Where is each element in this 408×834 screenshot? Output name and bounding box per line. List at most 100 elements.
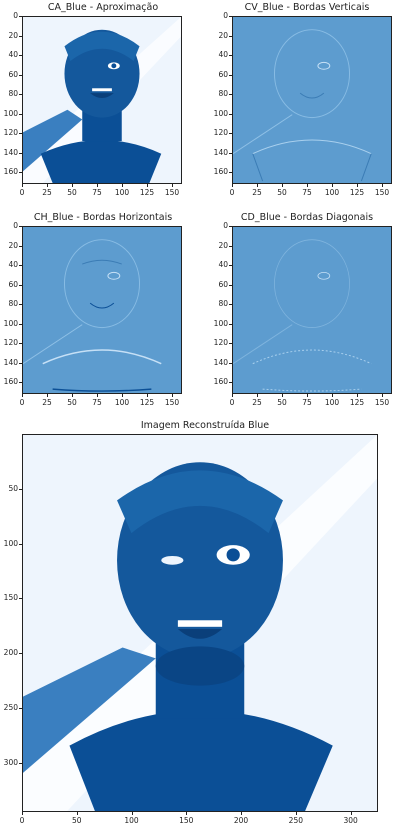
panel-title: CV_Blue - Bordas Verticais	[244, 2, 370, 13]
small_axes-x-tick: 125	[349, 188, 365, 197]
small_axes-y-tick: 20	[8, 30, 18, 40]
small_axes-y-tick: 60	[8, 279, 18, 289]
reconstructed-image	[23, 435, 377, 811]
tick-mark	[122, 394, 123, 397]
tick-mark	[295, 812, 297, 815]
tick-mark	[282, 394, 283, 397]
tick-mark	[47, 184, 48, 187]
tick-mark	[19, 362, 22, 364]
tick-mark	[357, 184, 358, 187]
main-x-tick: 250	[288, 816, 303, 825]
small_axes-x-tick: 50	[67, 398, 77, 407]
tick-mark	[172, 394, 173, 397]
tick-mark	[19, 94, 22, 96]
image-frame-reconstructed	[22, 434, 378, 812]
tick-mark	[19, 245, 22, 247]
tick-mark	[97, 184, 98, 187]
tick-mark	[186, 812, 188, 815]
small_axes-y-tick: 60	[218, 69, 228, 79]
main-y-tick: 300	[3, 757, 18, 767]
tick-mark	[22, 184, 23, 187]
small_axes-y-tick: 120	[213, 128, 228, 138]
small_axes-x-tick: 25	[42, 398, 52, 407]
tick-mark	[229, 343, 232, 345]
tick-mark	[19, 598, 22, 600]
tick-mark	[382, 184, 383, 187]
main-y-tick: 250	[3, 702, 18, 712]
horizontal-edges-image	[23, 227, 181, 393]
tick-mark	[22, 812, 23, 815]
small_axes-y-tick: 100	[213, 318, 228, 328]
small_axes-y-tick: 160	[213, 377, 228, 387]
tick-mark	[332, 394, 333, 397]
small_axes-x-tick: 50	[67, 188, 77, 197]
tick-mark	[172, 184, 173, 187]
small_axes-y-tick: 140	[3, 357, 18, 367]
tick-mark	[19, 653, 22, 655]
small_axes-x-tick: 125	[139, 188, 155, 197]
small_axes-x-tick: 100	[114, 398, 130, 407]
small_axes-x-tick: 50	[277, 398, 287, 407]
small_axes-x-tick: 0	[229, 188, 235, 197]
tick-mark	[241, 812, 243, 815]
image-frame-vertical	[232, 16, 392, 184]
tick-mark	[307, 184, 308, 187]
tick-mark	[19, 265, 22, 267]
tick-mark	[229, 113, 232, 115]
small_axes-y-tick: 80	[8, 89, 18, 99]
tick-mark	[22, 394, 23, 397]
panel-title: CA_Blue - Aproximação	[47, 2, 159, 13]
panel-diagonal-edges: CD_Blue - Bordas Diagonais 0 25 50 75 100 125…	[204, 210, 408, 420]
small_axes-x-tick: 125	[349, 398, 365, 407]
tick-mark	[19, 304, 22, 306]
tick-mark	[72, 394, 73, 397]
tick-mark	[229, 382, 232, 384]
main-y-tick: 150	[3, 593, 18, 603]
tick-mark	[122, 184, 123, 187]
tick-mark	[19, 382, 22, 384]
tick-mark	[229, 35, 232, 37]
tick-mark	[350, 812, 352, 815]
tick-mark	[19, 284, 22, 286]
small_axes-y-tick: 40	[8, 50, 18, 60]
approx-image	[23, 17, 181, 183]
tick-mark	[229, 55, 232, 57]
tick-mark	[19, 343, 22, 345]
small_axes-x-tick: 125	[139, 398, 155, 407]
small_axes-y-tick: 20	[218, 240, 228, 250]
tick-mark	[257, 394, 258, 397]
small_axes-y-tick: 0	[13, 11, 18, 20]
small_axes-x-tick: 150	[164, 188, 180, 197]
small_axes-y-tick: 120	[213, 338, 228, 348]
small_axes-y-tick: 140	[213, 147, 228, 157]
tick-mark	[229, 152, 232, 154]
tick-mark	[19, 16, 22, 17]
tick-mark	[229, 265, 232, 267]
tick-mark	[332, 184, 333, 187]
diagonal-edges-image	[233, 227, 391, 393]
image-frame-horizontal	[22, 226, 182, 394]
tick-mark	[19, 35, 22, 37]
small_axes-y-tick: 80	[8, 299, 18, 309]
main-title: Imagem Reconstruída Blue	[140, 420, 270, 431]
panel-horizontal-edges: CH_Blue - Bordas Horizontais 0 25 50 75 100 1…	[0, 210, 204, 420]
main-y-tick: 50	[8, 483, 18, 493]
tick-mark	[229, 172, 232, 174]
tick-mark	[19, 133, 22, 135]
small_axes-y-tick: 0	[223, 221, 228, 230]
panel-approx: CA_Blue - Aproximação 0 25 50 75 100 125 150 0 2…	[0, 0, 204, 210]
tick-mark	[19, 74, 22, 76]
tick-mark	[229, 74, 232, 76]
tick-mark	[147, 394, 148, 397]
small_axes-y-tick: 140	[213, 357, 228, 367]
small_axes-y-tick: 40	[218, 260, 228, 270]
small_axes-x-tick: 100	[114, 188, 130, 197]
small_axes-x-tick: 50	[277, 188, 287, 197]
tick-mark	[229, 362, 232, 364]
small_axes-y-tick: 80	[218, 299, 228, 309]
tick-mark	[72, 184, 73, 187]
small_axes-y-tick: 160	[3, 167, 18, 177]
tick-mark	[76, 812, 78, 815]
small_axes-y-tick: 60	[218, 279, 228, 289]
small_axes-y-tick: 40	[8, 260, 18, 270]
